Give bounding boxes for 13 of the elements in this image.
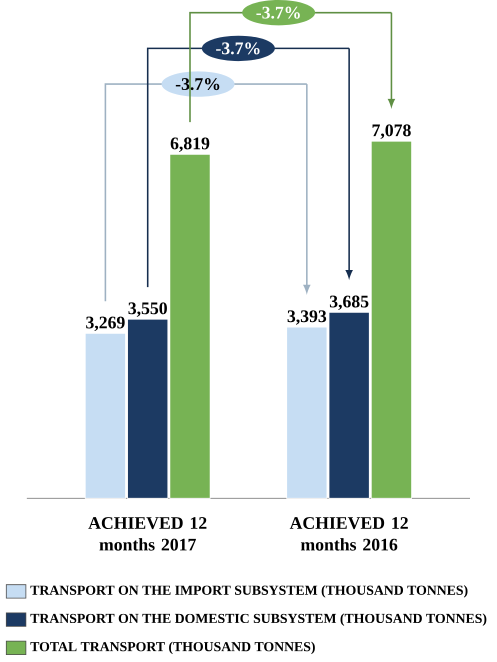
text: -3.7%	[216, 42, 260, 54]
data-label: 3,269	[86, 316, 125, 332]
data-label: 3,393	[288, 310, 326, 325]
data-label: 3,685	[330, 296, 368, 310]
legend-label: TRANSPORT ON THE DOMESTIC SUBSYSTEM (THOUSAND TONNES)	[30, 613, 486, 626]
data-label: 3,550	[128, 302, 168, 317]
legend-label: TRANSPORT ON THE IMPORT SUBSYSTEM (THOUSAND TONNES)	[30, 585, 468, 598]
x-tick-label: ACHIEVED 12 months 2017	[88, 517, 206, 551]
x-tick-label: ACHIEVED 12 months 2016	[290, 517, 408, 551]
data-label: 7,078	[372, 124, 411, 139]
text: -3.7%	[256, 6, 300, 19]
legend-label: TOTAL TRANSPORT (THOUSAND TONNES)	[30, 642, 315, 654]
data-label: 6,819	[170, 137, 210, 152]
